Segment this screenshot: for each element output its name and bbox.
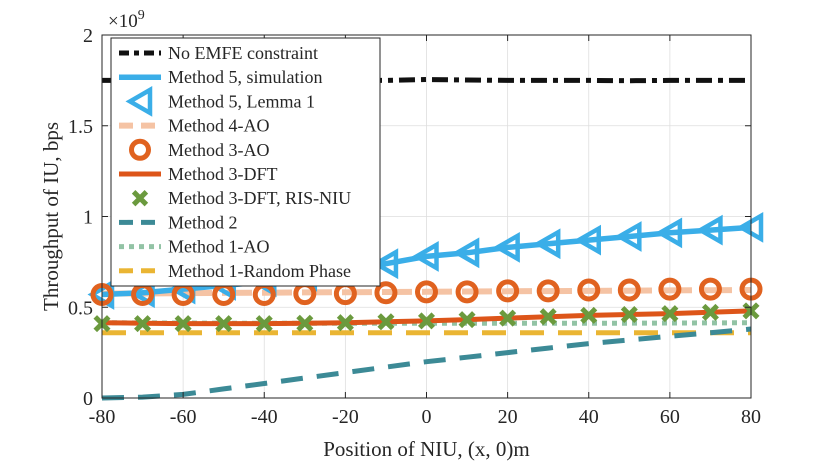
x-tick-label: 20: [498, 406, 518, 428]
series-line: [101, 287, 752, 297]
y-tick-label: 1: [83, 207, 93, 229]
circle-marker: [374, 281, 398, 305]
circle-marker: [577, 278, 601, 302]
triangle-marker: [452, 237, 480, 269]
legend-entry: Method 1-Random Phase: [119, 261, 351, 281]
circle-marker: [129, 138, 151, 161]
x-marker: [417, 312, 436, 330]
legend-entry: Method 1-AO: [119, 237, 270, 257]
y-tick-label: 2: [83, 25, 93, 47]
x-marker: [215, 315, 233, 333]
triangle-marker: [125, 86, 153, 117]
triangle-marker: [493, 231, 520, 263]
legend-entry: Method 3-DFT: [119, 164, 278, 184]
legend-entry: Method 5, simulation: [119, 67, 323, 87]
x-marker: [620, 305, 638, 324]
legend-label: Method 3-AO: [168, 140, 270, 160]
circle-marker: [658, 277, 682, 301]
x-marker: [336, 314, 354, 332]
series-1: [101, 224, 752, 298]
y-tick-label: 1.5: [68, 116, 93, 138]
legend-entry: Method 2: [119, 212, 238, 232]
legend: No EMFE constraint Method 5, simulation Me…: [110, 37, 381, 287]
x-marker: [131, 190, 149, 207]
triangle-marker: [695, 214, 723, 246]
x-marker: [377, 313, 395, 331]
y-tick-label: 0: [83, 388, 93, 410]
legend-label: Method 4-AO: [168, 116, 270, 136]
circle-marker: [496, 279, 520, 303]
y-tick-label: 0.5: [68, 297, 93, 319]
x-tick-label: 80: [741, 406, 761, 428]
x-tick-label: -40: [251, 406, 278, 428]
triangle-marker: [533, 228, 561, 260]
series-line: [101, 224, 752, 298]
legend-entry: No EMFE constraint: [119, 43, 318, 63]
legend-entry: Method 5, Lemma 1: [125, 86, 315, 117]
x-tick-label: 60: [660, 406, 680, 428]
legend-label: Method 3-DFT: [168, 164, 278, 184]
triangle-marker: [411, 241, 439, 272]
legend-entry: Method 3-AO: [129, 138, 270, 161]
x-marker: [134, 315, 152, 333]
legend-label: Method 5, Lemma 1: [168, 91, 315, 111]
series-3: [101, 287, 752, 297]
circle-marker: [536, 279, 560, 303]
circle-marker: [617, 278, 641, 302]
legend-entry: Method 3-DFT, RIS-NIU: [131, 188, 351, 208]
triangle-marker: [371, 248, 399, 280]
circle-marker: [698, 277, 722, 301]
series-7: [101, 326, 752, 401]
circle-marker: [455, 280, 479, 304]
x-tick-label: -80: [89, 406, 116, 428]
legend-label: Method 1-Random Phase: [168, 261, 351, 281]
y-axis-label: Throughput of IU, bps: [39, 122, 63, 311]
x-tick-label: -20: [332, 406, 359, 428]
triangle-marker: [614, 221, 642, 252]
legend-label: Method 5, simulation: [168, 67, 323, 87]
x-tick-label: -60: [170, 406, 197, 428]
x-marker: [539, 308, 557, 326]
x-marker: [580, 306, 598, 324]
exponent-base: ×10: [108, 11, 138, 32]
x-marker: [458, 311, 476, 329]
x-marker: [296, 314, 314, 332]
legend-label: Method 2: [168, 212, 238, 232]
legend-label: Method 1-AO: [168, 237, 270, 257]
circle-marker: [415, 280, 438, 304]
x-tick-label: 0: [422, 406, 432, 428]
legend-label: Method 3-DFT, RIS-NIU: [168, 188, 351, 208]
axis-exponent-label: ×109: [108, 8, 145, 32]
x-marker: [174, 315, 192, 333]
x-tick-label: 40: [579, 406, 599, 428]
triangle-marker: [574, 224, 601, 256]
x-marker: [661, 305, 679, 323]
triangle-marker: [655, 217, 683, 249]
x-marker: [499, 309, 517, 327]
exponent-power: 9: [138, 8, 145, 23]
x-axis-label: Position of NIU, (x, 0)m: [323, 437, 530, 461]
tick-layer: -80 -60 -40 -20 0 20 40 60 80 0 0.5 1 1.5 2: [68, 25, 761, 428]
x-marker: [255, 315, 273, 333]
x-marker: [701, 303, 719, 321]
legend-label: No EMFE constraint: [168, 43, 318, 63]
series-line: [101, 326, 752, 401]
legend-entry: Method 4-AO: [119, 116, 270, 136]
